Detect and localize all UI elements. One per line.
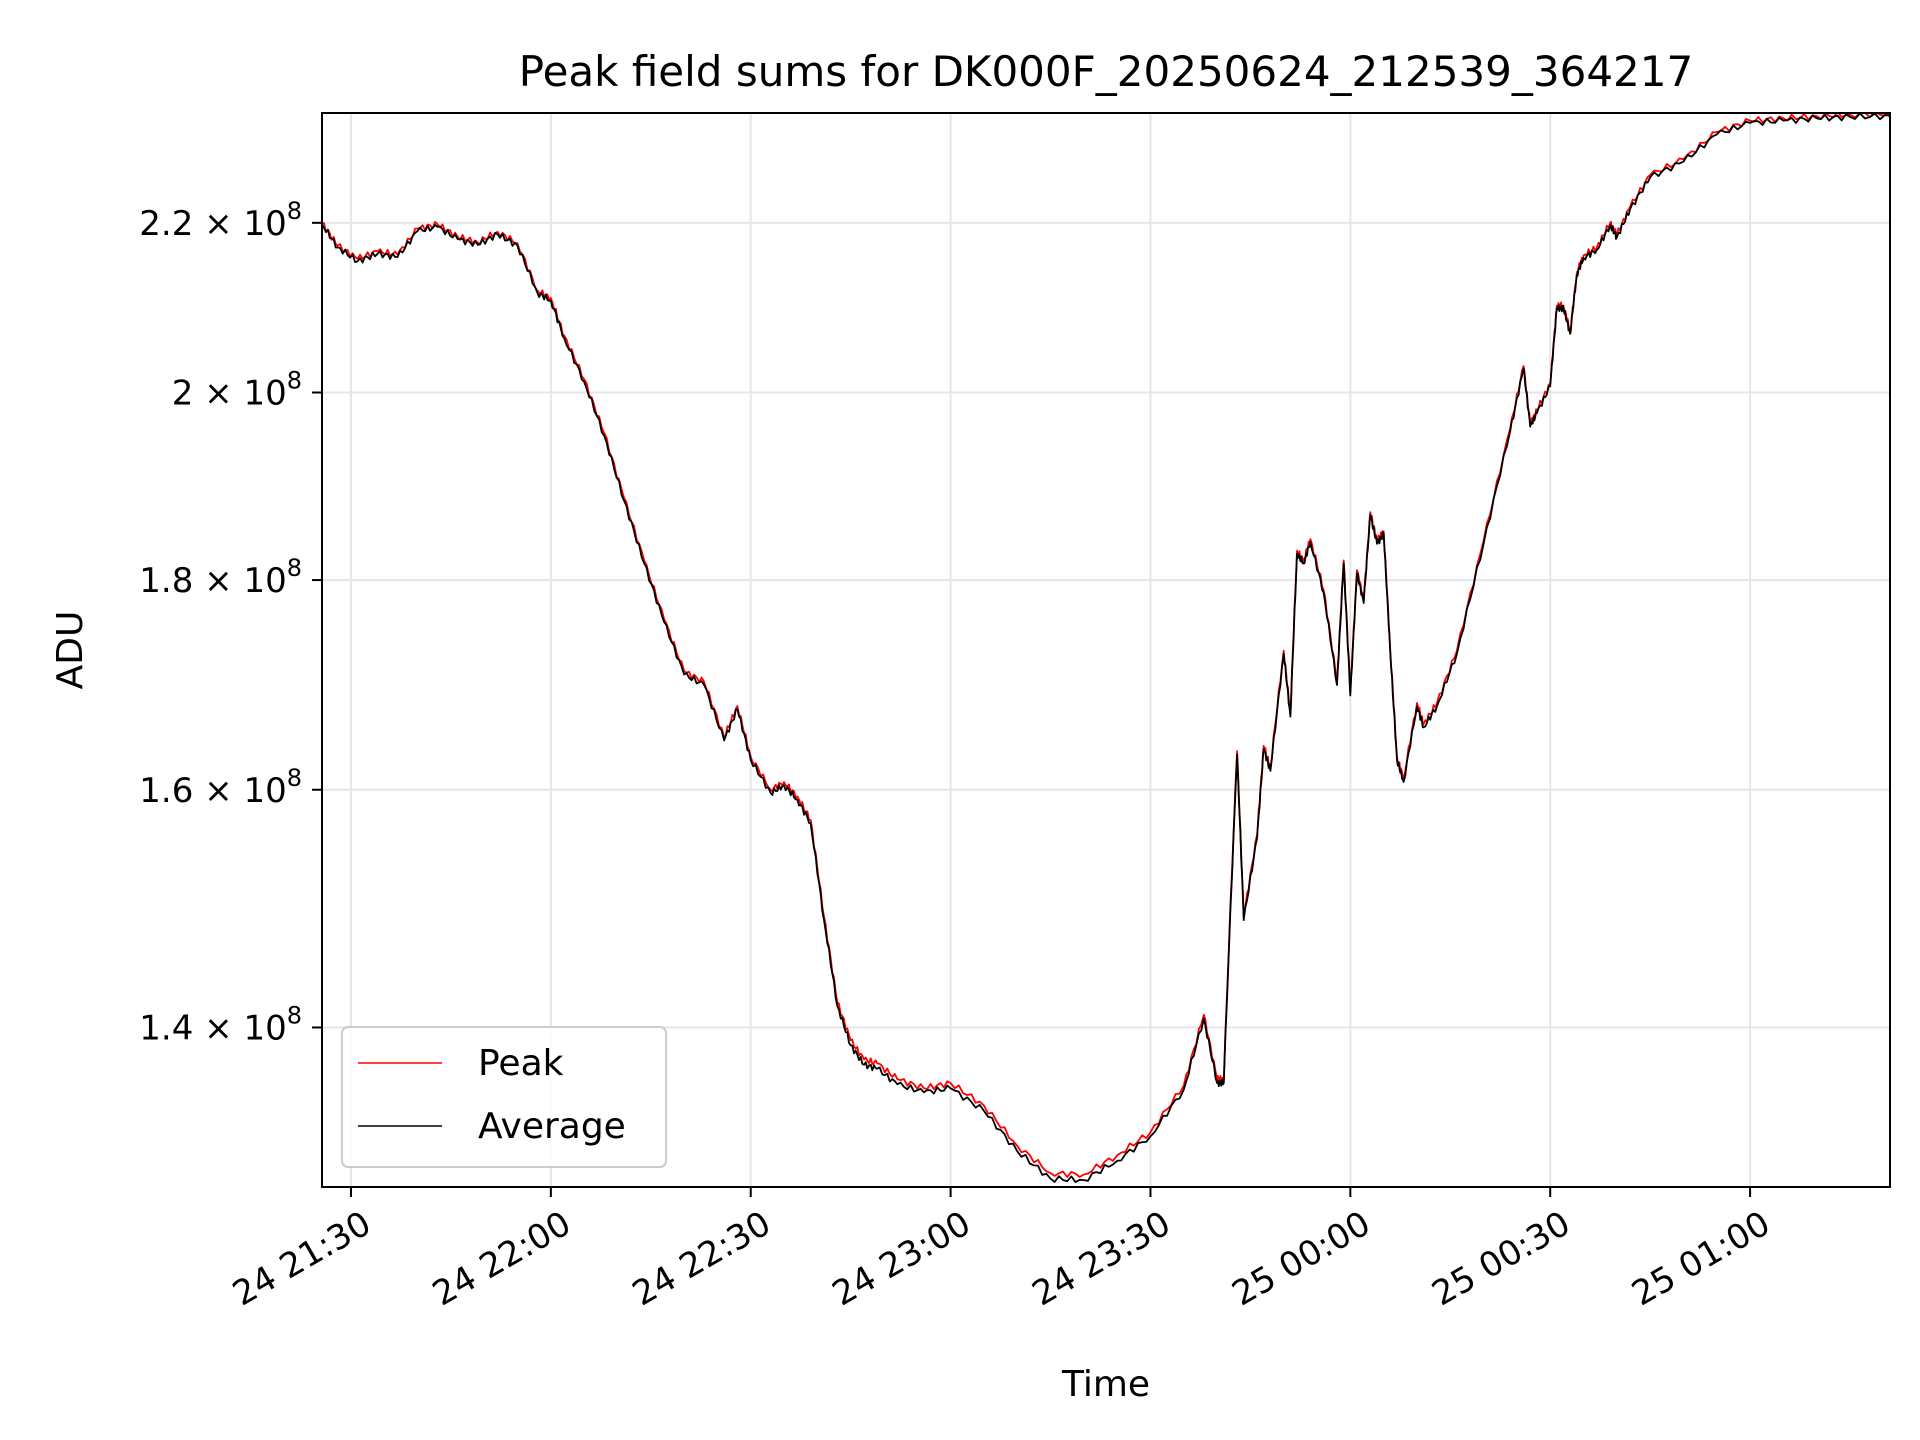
chart-title: Peak field sums for DK000F_20250624_2125…	[519, 47, 1693, 96]
y-axis: 1.4 × 108 1.6 × 108 1.8 × 108 2 × 108 2.2 × …	[139, 197, 322, 1048]
y-tick-label: 1.4 × 108	[139, 1001, 302, 1048]
legend-label-peak: Peak	[478, 1043, 564, 1084]
series-layer	[322, 113, 1890, 1183]
legend: Peak Average	[341, 1026, 667, 1168]
y-tick-label: 1.8 × 108	[139, 554, 302, 601]
y-tick-label: 2 × 108	[172, 367, 302, 414]
x-axis-label: Time	[1061, 1364, 1150, 1405]
legend-label-average: Average	[478, 1106, 626, 1147]
y-tick-label: 2.2 × 108	[139, 197, 302, 244]
plot-area	[322, 113, 1890, 1187]
plot-frame	[321, 112, 1891, 1188]
series-line-average	[322, 113, 1890, 1183]
y-axis-label: ADU	[50, 611, 91, 690]
legend-box	[341, 1026, 667, 1168]
y-tick-label: 1.6 × 108	[139, 764, 302, 811]
